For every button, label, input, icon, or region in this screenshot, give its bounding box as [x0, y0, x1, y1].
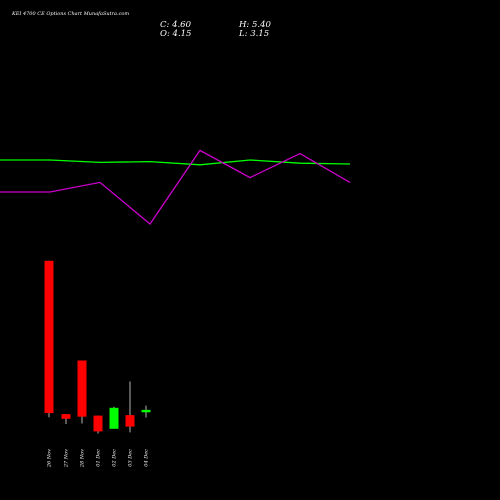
candle-body — [109, 407, 119, 429]
close-value: C: 4.60 — [160, 20, 191, 30]
open-value: O: 4.15 — [160, 29, 192, 39]
high-value: H: 5.40 — [239, 20, 271, 30]
candles — [44, 260, 151, 434]
date-axis-labels: 26 Nov 27 Nov 28 Nov 01 Dec 02 Dec 03 Dec 04 D… — [47, 449, 150, 468]
chart-title: KEI 4700 CE Options Chart MunafaSutra.co… — [12, 11, 130, 17]
green-indicator-line — [0, 159, 351, 166]
date-tick-label: 26 Nov — [47, 449, 53, 468]
date-tick-label: 04 Dec — [144, 449, 150, 467]
date-tick-label: 01 Dec — [96, 449, 102, 467]
date-tick-label: 02 Dec — [112, 449, 118, 467]
date-tick-label: 27 Nov — [64, 449, 70, 468]
low-value: L: 3.15 — [239, 29, 270, 39]
indicator-lines — [0, 149, 351, 225]
magenta-indicator-line — [0, 149, 351, 225]
date-tick-label: 03 Dec — [128, 449, 134, 467]
candle-body — [93, 415, 103, 432]
candle-body — [125, 415, 135, 427]
candle-body — [77, 360, 87, 417]
candle-body — [61, 414, 71, 419]
candle-body — [141, 409, 151, 413]
candle-body — [44, 260, 54, 414]
date-tick-label: 28 Nov — [80, 449, 86, 468]
